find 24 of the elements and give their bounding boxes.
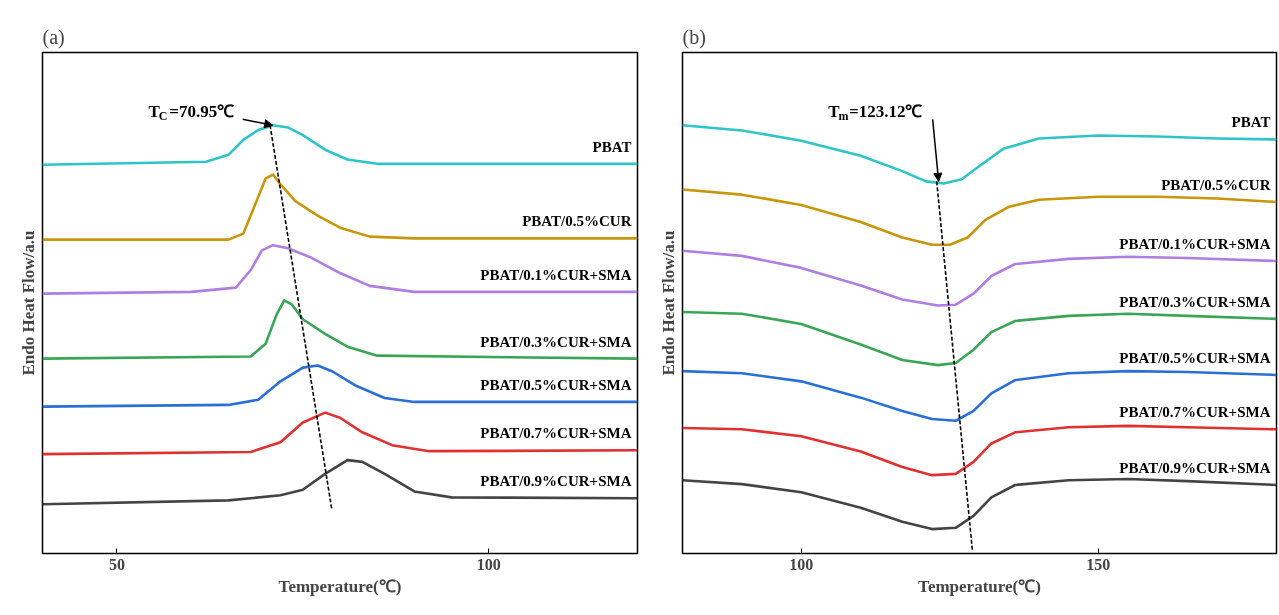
series-label: PBAT [592,138,632,155]
y-axis-title: Endo Heat Flow/a.u [658,230,678,376]
series-label: PBAT/0.5%CUR [522,213,632,230]
series-label: PBAT/0.9%CUR+SMA [1119,459,1271,476]
x-axis-title: Temperature(℃) [278,576,402,596]
x-tick-label: 100 [789,555,814,573]
series-label: PBAT/0.3%CUR+SMA [1119,293,1271,310]
x-tick-label: 100 [476,555,501,573]
series-label: PBAT/0.1%CUR+SMA [480,266,632,283]
series-label: PBAT/0.5%CUR [1161,176,1271,193]
series-label: PBAT [1231,114,1271,131]
x-axis-title: Temperature(℃) [918,576,1041,596]
series-label: PBAT/0.1%CUR+SMA [1119,236,1271,253]
series-label: PBAT/0.5%CUR+SMA [480,376,632,393]
chart-title: (b) [682,25,706,49]
series-label: PBAT/0.9%CUR+SMA [480,473,632,490]
series-label: PBAT/0.5%CUR+SMA [1119,349,1271,366]
series-label: PBAT/0.7%CUR+SMA [1119,404,1271,421]
x-tick-label: 50 [108,555,125,573]
series-label: PBAT/0.7%CUR+SMA [480,425,632,442]
series-label: PBAT/0.3%CUR+SMA [480,333,632,350]
y-axis-title: Endo Heat Flow/a.u [18,230,38,376]
x-tick-label: 150 [1086,555,1111,573]
chart-title: (a) [42,25,65,49]
